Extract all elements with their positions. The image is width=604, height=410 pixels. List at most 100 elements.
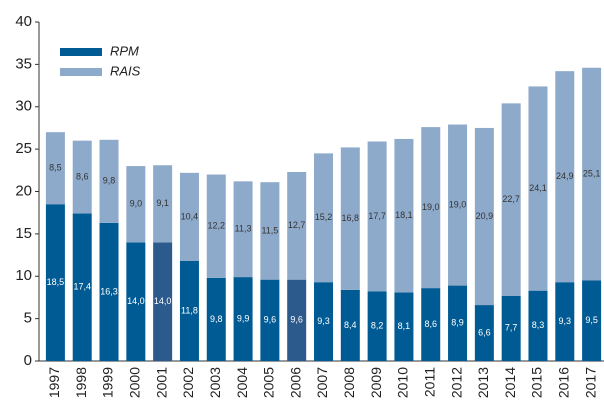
bar-segment [99,222,119,361]
bar-segment [314,153,333,283]
x-tick-label: 1998 [73,367,89,398]
value-label: 17,4 [73,282,91,292]
legend-label: RAIS [110,63,141,78]
x-tick-label: 2009 [368,367,384,398]
value-label: 19,0 [449,199,467,209]
y-tick-label: 30 [15,98,32,115]
x-tick-label: 1997 [46,367,62,398]
x-tick-label: 2014 [502,367,518,398]
x-tick-label: 2011 [421,367,437,397]
bar-segment [501,295,521,361]
bar-segment [314,282,333,361]
value-label: 12,2 [207,221,225,231]
value-label: 15,2 [315,212,333,222]
bar-segment [153,242,173,361]
x-tick-label: 2004 [234,367,250,398]
x-tick-label: 1999 [100,367,116,398]
value-label: 9,5 [585,315,598,325]
y-tick-label: 35 [15,55,32,72]
bar-segment [367,291,387,361]
value-label: 11,8 [181,305,198,315]
value-label: 9,8 [210,314,223,324]
value-label: 16,3 [100,286,118,296]
value-label: 12,7 [288,220,306,230]
value-label: 8,6 [424,319,437,329]
bar-segment [394,138,414,293]
legend-label: RPM [110,43,139,58]
value-label: 20,9 [476,211,494,221]
x-tick-label: 2001 [153,367,169,398]
value-label: 9,8 [103,176,116,186]
bar-segment [45,132,65,205]
value-label: 11,5 [261,225,278,235]
bar-segment [179,172,199,261]
bar-segment [233,277,253,361]
y-tick-label: 15 [15,225,32,242]
bar-segment [367,141,387,292]
y-tick-label: 40 [15,13,32,30]
bar-segment [528,290,548,361]
y-tick-label: 25 [15,140,32,157]
value-label: 17,7 [368,211,386,221]
value-label: 8,4 [344,320,357,330]
value-label: 8,6 [76,171,89,181]
value-label: 18,1 [395,210,413,220]
value-label: 8,5 [49,163,62,173]
value-label: 25,1 [583,169,601,179]
value-label: 8,3 [532,320,545,330]
value-label: 6,6 [478,327,491,337]
x-tick-label: 2017 [582,367,598,398]
bar-segment [340,147,360,290]
bar-segment [153,165,173,243]
bar-segment [260,182,280,280]
value-label: 9,9 [237,313,250,323]
value-label: 14,0 [154,296,172,306]
value-label: 9,1 [156,198,169,208]
bar-segment [72,140,92,214]
value-label: 9,6 [264,315,277,325]
bar-segment [421,288,441,361]
bar-segment [582,67,602,281]
bar-segment [233,181,253,278]
value-label: 10,4 [181,211,199,221]
value-label: 8,9 [451,318,464,328]
x-tick-label: 2015 [529,367,545,398]
x-tick-label: 2012 [448,367,464,398]
value-label: 7,7 [505,323,518,333]
x-tick-label: 2006 [287,367,303,398]
value-label: 9,3 [559,316,572,326]
bar-segment [206,277,226,361]
y-tick-label: 20 [15,182,32,199]
bar-segment [179,260,199,361]
x-tick-label: 2003 [207,367,223,398]
bar-segment [126,242,146,361]
value-label: 9,6 [290,315,303,325]
bar-segment [501,103,521,296]
bar-segment [474,127,494,306]
legend-swatch [60,48,102,56]
value-label: 24,1 [529,183,547,193]
value-label: 16,8 [342,213,360,223]
bar-segment [421,127,441,289]
x-tick-label: 2013 [475,367,491,398]
bar-segment [99,139,119,223]
bar-segment [260,279,280,361]
bar-segment [126,166,146,243]
x-tick-label: 2010 [395,367,411,398]
bar-segment [340,289,360,361]
y-tick-label: 5 [24,310,32,327]
value-label: 8,2 [371,321,384,331]
bar-segment [45,204,65,361]
value-label: 22,7 [502,194,520,204]
bar-segment [287,172,307,280]
bar-segment [582,280,602,361]
value-label: 24,9 [556,171,574,181]
bar-segment [528,86,548,291]
x-tick-label: 2002 [180,367,196,398]
y-tick-label: 10 [15,267,32,284]
x-tick-label: 2016 [555,367,571,398]
value-label: 11,3 [235,224,252,234]
bar-segment [72,213,92,361]
bar-segment [394,292,414,361]
